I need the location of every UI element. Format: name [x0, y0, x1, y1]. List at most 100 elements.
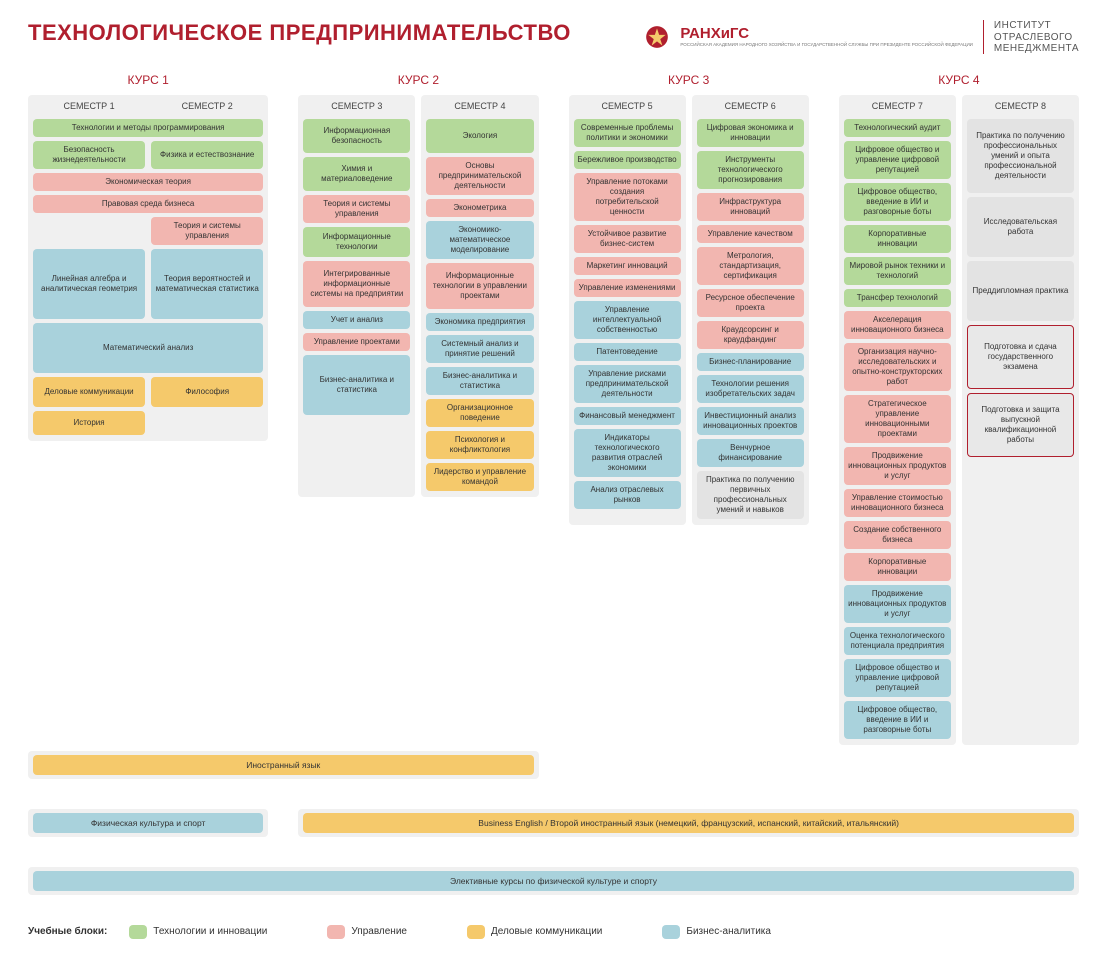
course-block: Безопасность жизнедеятельности — [33, 141, 145, 169]
semester-title: СЕМЕСТР 4 — [426, 101, 533, 111]
legend-swatch — [129, 925, 147, 939]
course-block: Преддипломная практика — [967, 261, 1074, 321]
semesters: СЕМЕСТР 3Информационная безопасностьХими… — [298, 95, 538, 497]
wide-bar-wrap: Физическая культура и спорт — [28, 809, 268, 837]
course-block: Правовая среда бизнеса — [33, 195, 263, 213]
course-block: Философия — [151, 377, 263, 407]
semester-title: СЕМЕСТР 8 — [967, 101, 1074, 111]
course-block: Эконометрика — [426, 199, 533, 217]
course-block: Деловые коммуникации — [33, 377, 145, 407]
course-block: Подготовка и сдача государственного экза… — [967, 325, 1074, 389]
legend-text: Бизнес-аналитика — [686, 926, 771, 937]
semester-column: СЕМЕСТР 6Цифровая экономика и инновацииИ… — [692, 95, 809, 525]
legend-text: Деловые коммуникации — [491, 926, 602, 937]
course-title: КУРС 2 — [298, 73, 538, 87]
course-block: Информационные технологии в управлении п… — [426, 263, 533, 309]
course-block: Подготовка и защита выпускной квалификац… — [967, 393, 1074, 457]
course-block: Организационное поведение — [426, 399, 533, 427]
semester-title: СЕМЕСТР 7 — [844, 101, 951, 111]
course-title: КУРС 3 — [569, 73, 809, 87]
course-block: Индикаторы технологического развития отр… — [574, 429, 681, 477]
course-block: Математический анализ — [33, 323, 263, 373]
legend-item: Технологии и инновации — [129, 925, 267, 939]
course-block: Анализ отраслевых рынков — [574, 481, 681, 509]
course-block: Учет и анализ — [303, 311, 410, 329]
institute-name: ИНСТИТУТОТРАСЛЕВОГОМЕНЕДЖМЕНТА — [994, 20, 1079, 55]
semester-column: СЕМЕСТР 4 Экология Основы предпринимательс… — [421, 95, 538, 497]
wide-bar: Business English / Второй иностранный яз… — [303, 813, 1074, 833]
course-3: КУРС 3 СЕМЕСТР 5Современные проблемы поли… — [569, 73, 809, 745]
course-block: Стратегическое управление инновационными… — [844, 395, 951, 443]
ranepa-text: РАНХиГС РОССИЙСКАЯ АКАДЕМИЯ НАРОДНОГО ХО… — [680, 26, 973, 48]
course-block: Цифровое общество и управление цифровой … — [844, 659, 951, 697]
course-block: Управление качеством — [697, 225, 804, 243]
semester-column: СЕМЕСТР 8 Практика по получению профессио… — [962, 95, 1079, 745]
course-block: Патентоведение — [574, 343, 681, 361]
legend-text: Технологии и инновации — [153, 926, 267, 937]
semesters: СЕМЕСТР 7 Технологический аудит Цифровое о… — [839, 95, 1079, 745]
course-block: Инфраструктура инноваций — [697, 193, 804, 221]
course-block: Бизнес-планирование — [697, 353, 804, 371]
course-block: Венчурное финансирование — [697, 439, 804, 467]
wide-bar: Физическая культура и спорт — [33, 813, 263, 833]
legend-label: Учебные блоки: — [28, 926, 107, 937]
course-block: Основы предпринимательской деятельности — [426, 157, 533, 195]
semester-title: СЕМЕСТР 6 — [697, 101, 804, 111]
course-title: КУРС 4 — [839, 73, 1079, 87]
semesters: СЕМЕСТР 5Современные проблемы политики и… — [569, 95, 809, 525]
course-1: КУРС 1СЕМЕСТР 1СЕМЕСТР 2Технологии и мет… — [28, 73, 268, 745]
course-block: Финансовый менеджмент — [574, 407, 681, 425]
course-block: Технологический аудит — [844, 119, 951, 137]
course-block: Экономическая теория — [33, 173, 263, 191]
legend-text: Управление — [351, 926, 407, 937]
course-block: Акселерация инновационного бизнеса — [844, 311, 951, 339]
course-block: Экология — [426, 119, 533, 153]
logo-divider — [983, 20, 984, 54]
course-block: Интегрированные информационные системы н… — [303, 261, 410, 307]
course-block: Оценка технологического потенциала предп… — [844, 627, 951, 655]
course-block: Устойчивое развитие бизнес-систем — [574, 225, 681, 253]
legend-items: Технологии и инновации Управление Деловые … — [129, 925, 771, 939]
course-block: Линейная алгебра и аналитическая геометр… — [33, 249, 145, 319]
course-block: Маркетинг инноваций — [574, 257, 681, 275]
course-block: Информационные технологии — [303, 227, 410, 257]
course-block: Экономика предприятия — [426, 313, 533, 331]
course-block: Практика по получению профессиональных у… — [967, 119, 1074, 193]
semester-title: СЕМЕСТР 1 — [33, 101, 145, 111]
course-block: Цифровое общество, введение в ИИ и разго… — [844, 701, 951, 739]
course-block: Исследовательская работа — [967, 197, 1074, 257]
course-block: Управление рисками предпринимательской д… — [574, 365, 681, 403]
wide-bar: Элективные курсы по физической культуре … — [33, 871, 1074, 891]
course-block: Теория и системы управления — [303, 195, 410, 223]
wide-bar: Иностранный язык — [33, 755, 534, 775]
course-block: Бережливое производство — [574, 151, 681, 169]
course-2: КУРС 2 СЕМЕСТР 3Информационная безопаснос… — [298, 73, 538, 745]
course-block: Управление стоимостью инновационного биз… — [844, 489, 951, 517]
wide-bars-area: Иностранный язык Физическая культура и сп… — [28, 751, 1079, 895]
legend-swatch — [327, 925, 345, 939]
course-block: Теория и системы управления — [151, 217, 263, 245]
course-block: Практика по получению первичных професси… — [697, 471, 804, 519]
course-block: Корпоративные инновации — [844, 553, 951, 581]
legend-swatch — [467, 925, 485, 939]
course-block: Бизнес-аналитика и статистика — [426, 367, 533, 395]
ranepa-subtitle: РОССИЙСКАЯ АКАДЕМИЯ НАРОДНОГО ХОЗЯЙСТВА … — [680, 43, 973, 48]
legend-swatch — [662, 925, 680, 939]
semester-column: СЕМЕСТР 5Современные проблемы политики и… — [569, 95, 686, 525]
course-block: Экономико-математическое моделирование — [426, 221, 533, 259]
course-block: Инвестиционный анализ инновационных прое… — [697, 407, 804, 435]
legend-item: Бизнес-аналитика — [662, 925, 771, 939]
semester-column: СЕМЕСТР 7 Технологический аудит Цифровое о… — [839, 95, 956, 745]
course-block: Трансфер технологий — [844, 289, 951, 307]
legend: Учебные блоки: Технологии и инновации Упр… — [28, 925, 1079, 939]
semester-title: СЕМЕСТР 2 — [151, 101, 263, 111]
course-block: Ресурсное обеспечение проекта — [697, 289, 804, 317]
page-header: ТЕХНОЛОГИЧЕСКОЕ ПРЕДПРИНИМАТЕЛЬСТВО РАНХ… — [28, 20, 1079, 55]
semester-title: СЕМЕСТР 5 — [574, 101, 681, 111]
wide-bar-wrap: Элективные курсы по физической культуре … — [28, 867, 1079, 895]
course-block: Системный анализ и принятие решений — [426, 335, 533, 363]
course-title: КУРС 1 — [28, 73, 268, 87]
logo-block: РАНХиГС РОССИЙСКАЯ АКАДЕМИЯ НАРОДНОГО ХО… — [644, 20, 1079, 55]
course-block: Корпоративные инновации — [844, 225, 951, 253]
course-4: КУРС 4 СЕМЕСТР 7 Технологический аудит Цифр… — [839, 73, 1079, 745]
